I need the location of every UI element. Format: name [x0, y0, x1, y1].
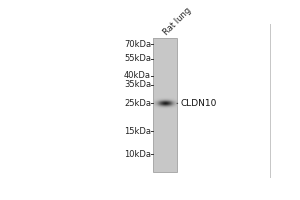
Bar — [177, 24, 270, 178]
Text: 40kDa: 40kDa — [124, 71, 151, 80]
Bar — [153, 24, 177, 38]
Text: 70kDa: 70kDa — [124, 40, 151, 49]
Bar — [153, 38, 177, 172]
Text: 25kDa: 25kDa — [124, 99, 151, 108]
Text: 55kDa: 55kDa — [124, 54, 151, 63]
Bar — [153, 172, 177, 178]
Bar — [153, 38, 177, 172]
Text: CLDN10: CLDN10 — [181, 99, 217, 108]
Text: Rat lung: Rat lung — [162, 6, 193, 37]
Text: 35kDa: 35kDa — [124, 80, 151, 89]
Bar — [153, 38, 177, 172]
Text: 10kDa: 10kDa — [124, 150, 151, 159]
Text: 15kDa: 15kDa — [124, 127, 151, 136]
Bar — [38, 24, 153, 178]
